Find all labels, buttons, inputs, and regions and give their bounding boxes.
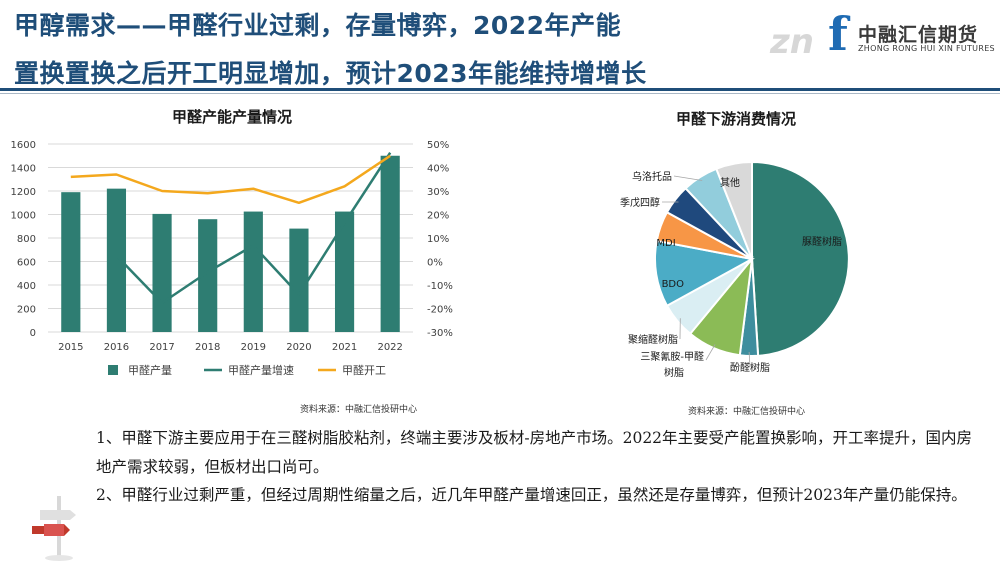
production-combo-chart: 0 200 400 600 800 1000 1200 1400 1600 -30% -20% -10… xyxy=(11,140,453,377)
left-axis-tick: 1200 xyxy=(11,187,36,198)
x-axis-tick: 2016 xyxy=(104,342,129,353)
bar-production xyxy=(380,155,400,332)
pie-label: 乌洛托品 xyxy=(632,170,672,183)
page-title-line-2: 置换置换之后开工明显增加，预计2023年能维持增增长 xyxy=(14,59,647,88)
note-1: 1、甲醛下游主要应用于在三醛树脂胶粘剂，终端主要涉及板材-房地产市场。2022年… xyxy=(96,429,973,476)
right-axis-tick: 50% xyxy=(427,140,449,151)
x-axis-tick: 2018 xyxy=(195,342,220,353)
header: 甲醇需求——甲醛行业过剩，存量博弈，2022年产能 置换置换之后开工明显增加，预… xyxy=(0,0,1000,95)
chart-title-production: 甲醛产能产量情况 xyxy=(172,108,293,126)
legend-label: 甲醛产量 xyxy=(128,363,172,377)
bar-production xyxy=(334,211,355,332)
right-axis-tick: 10% xyxy=(427,234,449,245)
left-axis-tick: 200 xyxy=(17,305,36,316)
page-title-line-1: 甲醇需求——甲醛行业过剩，存量博弈，2022年产能 xyxy=(14,11,622,40)
pie-label: 其他 xyxy=(720,176,740,189)
bar-production xyxy=(289,228,309,332)
x-axis-tick: 2022 xyxy=(377,342,402,353)
left-axis-tick: 800 xyxy=(17,234,36,245)
pie-label: 脲醛树脂 xyxy=(802,235,842,248)
left-axis-tick: 1400 xyxy=(11,164,36,175)
legend-label: 甲醛开工 xyxy=(342,363,386,377)
logo-watermark: zn xyxy=(770,22,814,62)
pie-leader-line xyxy=(673,175,703,181)
line-growth-rate xyxy=(115,152,392,305)
right-axis-tick: -20% xyxy=(427,305,453,316)
pie-label: 树脂 xyxy=(664,366,684,379)
logo-mark-icon: f xyxy=(828,7,848,61)
x-axis-tick: 2019 xyxy=(241,342,266,353)
bar-production xyxy=(61,192,81,332)
legend-label: 甲醛产量增速 xyxy=(228,363,294,377)
right-axis-tick: 20% xyxy=(427,211,449,222)
signpost-icon xyxy=(32,496,76,561)
notes: 1、甲醛下游主要应用于在三醛树脂胶粘剂，终端主要涉及板材-房地产市场。2022年… xyxy=(96,424,976,510)
line-operating-rate xyxy=(70,154,391,205)
right-axis-tick: -30% xyxy=(427,328,453,339)
chart-source-consumption: 资料来源：中融汇信投研中心 xyxy=(688,407,806,417)
bar-production xyxy=(106,188,127,332)
logo-company-name: 中融汇信期货 xyxy=(858,24,979,46)
x-axis-tick: 2021 xyxy=(332,342,357,353)
pie-label: 三聚氰胺-甲醛 xyxy=(640,350,704,363)
bar-production xyxy=(198,219,218,332)
left-axis-tick: 0 xyxy=(30,328,36,339)
bar-production xyxy=(243,211,263,332)
x-axis-tick: 2020 xyxy=(286,342,311,353)
chart-title-consumption: 甲醛下游消费情况 xyxy=(676,110,797,128)
pie-slice xyxy=(654,239,755,308)
pie-label: 聚缩醛树脂 xyxy=(628,333,678,346)
left-axis-tick: 600 xyxy=(17,258,36,269)
pie-label: BDO xyxy=(662,279,685,290)
bar-production xyxy=(152,213,172,332)
pie-slice xyxy=(715,160,753,260)
left-axis-tick: 1000 xyxy=(11,211,36,222)
pie-leader-line xyxy=(748,351,751,368)
pie-leader-line xyxy=(705,344,716,361)
right-axis-tick: 0% xyxy=(427,258,443,269)
x-axis-tick: 2017 xyxy=(149,342,174,353)
pie-label: MDI xyxy=(656,238,675,249)
pie-label: 酚醛树脂 xyxy=(730,361,770,374)
right-axis-tick: -10% xyxy=(427,281,453,292)
x-axis-tick: 2015 xyxy=(58,342,83,353)
pie-label: 季戊四醇 xyxy=(620,196,660,209)
chart-source-production: 资料来源：中融汇信投研中心 xyxy=(300,405,418,415)
left-axis-tick: 400 xyxy=(17,281,36,292)
right-axis-tick: 40% xyxy=(427,164,449,175)
company-logo: zn f 中融汇信期货 ZHONG RONG HUI XIN FUTURES xyxy=(770,7,995,64)
header-divider xyxy=(0,88,1000,91)
note-2: 2、甲醛行业过剩严重，但经过周期性缩量之后，近几年甲醛产量增速回正，虽然还是存量… xyxy=(96,486,967,504)
logo-company-name-en: ZHONG RONG HUI XIN FUTURES xyxy=(858,44,995,53)
left-axis-tick: 1600 xyxy=(11,140,36,151)
header-divider-thin xyxy=(0,93,1000,94)
legend-swatch xyxy=(108,365,118,375)
pie-slice xyxy=(751,160,850,357)
right-axis-tick: 30% xyxy=(427,187,449,198)
